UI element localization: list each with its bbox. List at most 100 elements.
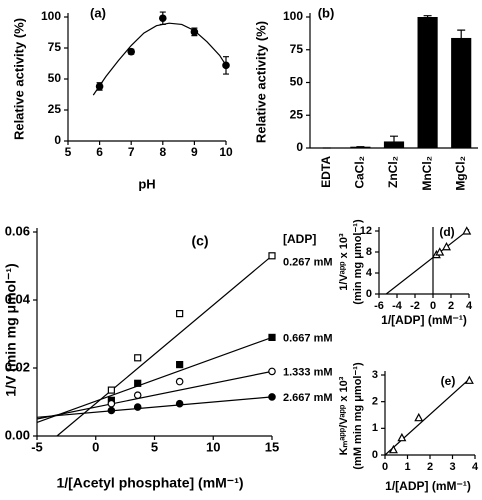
x-tick-label: 2 — [427, 461, 433, 473]
point — [268, 367, 276, 376]
x-tick-label: -5 — [31, 439, 43, 454]
series-label: 0.667 mM — [283, 332, 333, 344]
y-axis-label: Relative activity (%) — [11, 18, 26, 140]
x-tick-label: -2 — [410, 300, 420, 312]
y-tick-label: 8 — [366, 246, 372, 258]
y-tick-label: 0.02 — [5, 359, 30, 374]
x-axis-label: 1/[Acetyl phosphate] (mM⁻¹) — [56, 475, 243, 491]
y-tick-label: 100 — [283, 9, 303, 23]
fit-line — [56, 255, 273, 437]
x-tick-label: CaCl₂ — [353, 156, 367, 189]
y-tick-label: 50 — [48, 71, 62, 85]
point — [134, 379, 142, 387]
x-tick-label: -6 — [374, 300, 384, 312]
y-tick-label: 75 — [290, 42, 304, 56]
point — [107, 406, 116, 415]
fit-line — [385, 228, 470, 295]
x-tick-label: EDTA — [319, 156, 333, 188]
point — [159, 14, 167, 23]
panel-label: (e) — [441, 374, 456, 388]
y-tick-label: 4 — [366, 267, 373, 279]
point — [435, 247, 445, 256]
y-tick-label: 0.06 — [5, 223, 30, 238]
point — [397, 432, 407, 442]
panel-label: (b) — [318, 5, 335, 20]
bar — [451, 37, 472, 148]
x-tick-label: ZnCl₂ — [386, 156, 400, 188]
x-axis-label: pH — [138, 176, 155, 191]
series-label: 0.267 mM — [283, 257, 333, 269]
y-tick-label: 100 — [41, 9, 61, 23]
x-axis-label: 1/[ADP] (mM⁻¹) — [385, 479, 471, 493]
point — [127, 47, 136, 56]
point — [175, 377, 184, 386]
x-tick-label: MgCl₂ — [453, 156, 467, 191]
x-tick-label: 10 — [219, 145, 233, 159]
point — [222, 61, 230, 70]
y-tick-label: 25 — [290, 107, 304, 121]
y-tick-label: 0 — [372, 449, 378, 461]
fit-line — [36, 370, 273, 420]
x-tick-label: 9 — [191, 145, 198, 159]
y-tick-label: 50 — [290, 75, 304, 89]
y-tick-label: 0 — [296, 140, 303, 154]
panel-label: (c) — [191, 233, 208, 249]
fit-line — [384, 378, 470, 456]
y-axis-label: 1/V (min mg μmol⁻¹) — [3, 263, 19, 396]
fit-line — [92, 22, 227, 96]
x-tick-label: 0 — [92, 439, 99, 454]
x-tick-label: -4 — [392, 300, 403, 312]
error-bar — [390, 135, 398, 142]
point — [464, 375, 474, 384]
error-bar — [457, 29, 466, 38]
point — [133, 391, 142, 400]
y-axis-label: Kₘᵃᵖᵖ/Vᵃᵖᵖ x 10³ — [338, 376, 350, 455]
x-tick-label: 5 — [151, 439, 158, 454]
x-tick-label: 1 — [404, 461, 410, 473]
x-axis-label: 1/[ADP] (mM⁻¹) — [381, 313, 467, 327]
legend-title: [ADP] — [283, 232, 316, 246]
x-tick-label: 4 — [466, 300, 473, 312]
point — [190, 28, 199, 36]
bar — [417, 17, 438, 148]
point — [268, 333, 276, 341]
y-axis-label: Relative activity (%) — [253, 21, 268, 143]
y-tick-label: 1 — [372, 422, 378, 434]
bar — [383, 141, 405, 148]
panel-label: (d) — [439, 225, 454, 239]
bar — [350, 146, 371, 148]
x-tick-label: MnCl₂ — [420, 156, 434, 191]
fit-line — [36, 336, 273, 423]
point — [176, 361, 184, 369]
y-tick-label: 0 — [366, 288, 372, 300]
x-tick-label: 15 — [265, 439, 279, 454]
y-tick-label: 12 — [360, 225, 372, 237]
y-axis-label: 1/Vᵃᵖᵖ x 10³ — [338, 233, 350, 291]
y-tick-label: 0 — [54, 133, 61, 147]
y-tick-label: 3 — [372, 369, 378, 381]
y-tick-label: 0.04 — [5, 291, 31, 306]
y-tick-label: 25 — [48, 102, 62, 116]
y-tick-label: 0.00 — [5, 427, 30, 442]
x-tick-label: 0 — [382, 461, 388, 473]
x-tick-label: 8 — [159, 145, 166, 159]
x-tick-label: 0 — [430, 300, 436, 312]
series-label: 1.333 mM — [283, 366, 333, 378]
point — [133, 403, 142, 411]
point — [414, 412, 424, 422]
y-axis-label: (mM min mg μmol⁻¹) — [352, 362, 364, 470]
point — [388, 444, 398, 454]
x-tick-label: 7 — [128, 145, 135, 159]
x-tick-label: 5 — [65, 145, 72, 159]
fit-line — [36, 396, 273, 418]
series-label: 2.667 mM — [283, 392, 333, 404]
point — [107, 399, 116, 408]
x-tick-label: 2 — [448, 300, 454, 312]
point — [175, 399, 184, 408]
point — [107, 386, 115, 394]
y-tick-label: 75 — [48, 40, 62, 54]
point — [462, 226, 472, 235]
x-tick-label: 6 — [96, 145, 103, 159]
x-tick-label: 4 — [472, 461, 479, 473]
point — [268, 252, 276, 260]
